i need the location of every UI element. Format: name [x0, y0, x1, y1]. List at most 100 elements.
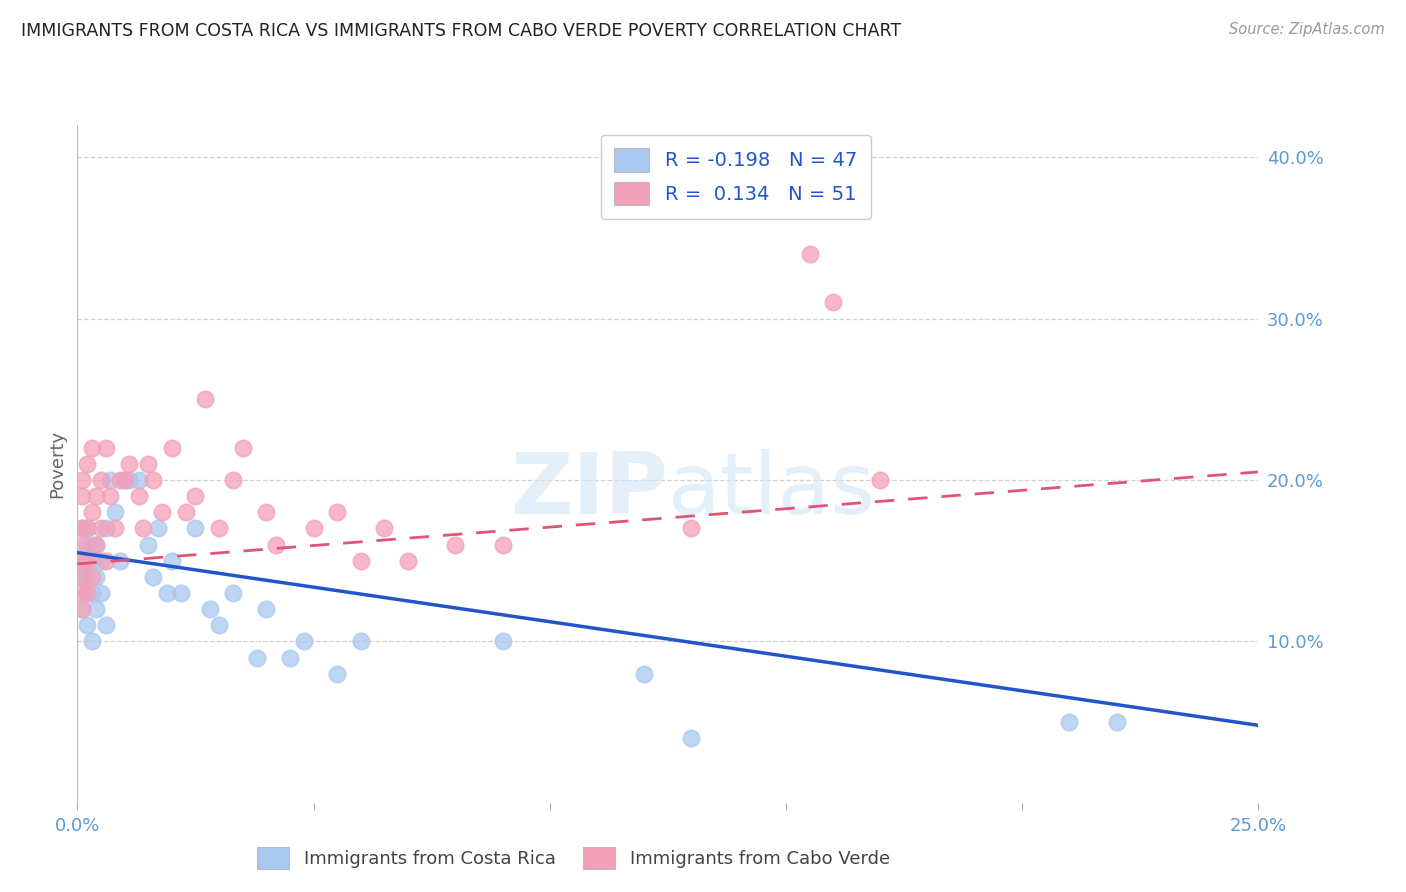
Point	[100, 489, 122, 503]
Point	[90, 521, 112, 535]
Point	[254, 505, 277, 519]
Point	[823, 295, 845, 310]
Point	[100, 473, 122, 487]
Point	[80, 554, 103, 568]
Point	[136, 457, 159, 471]
Legend: Immigrants from Costa Rica, Immigrants from Cabo Verde: Immigrants from Costa Rica, Immigrants f…	[245, 835, 903, 882]
Point	[84, 602, 107, 616]
Point	[278, 650, 301, 665]
Point	[128, 473, 150, 487]
Point	[70, 489, 93, 503]
Point	[90, 473, 112, 487]
Point	[76, 521, 98, 535]
Text: ZIP: ZIP	[510, 450, 668, 533]
Point	[156, 586, 179, 600]
Point	[681, 521, 703, 535]
Point	[146, 521, 169, 535]
Point	[1105, 715, 1128, 730]
Point	[373, 521, 395, 535]
Point	[128, 489, 150, 503]
Point	[76, 586, 98, 600]
Point	[84, 537, 107, 551]
Point	[444, 537, 467, 551]
Point	[396, 554, 419, 568]
Point	[76, 537, 98, 551]
Point	[90, 586, 112, 600]
Point	[170, 586, 193, 600]
Point	[118, 473, 141, 487]
Point	[350, 554, 373, 568]
Point	[70, 554, 93, 568]
Point	[90, 554, 112, 568]
Point	[264, 537, 287, 551]
Point	[208, 618, 231, 632]
Point	[76, 457, 98, 471]
Point	[198, 602, 221, 616]
Point	[94, 554, 117, 568]
Point	[76, 521, 98, 535]
Point	[76, 618, 98, 632]
Point	[70, 570, 93, 584]
Point	[491, 537, 513, 551]
Text: atlas: atlas	[668, 450, 876, 533]
Point	[80, 586, 103, 600]
Point	[160, 554, 183, 568]
Point	[84, 570, 107, 584]
Point	[681, 731, 703, 746]
Point	[350, 634, 373, 648]
Point	[491, 634, 513, 648]
Point	[208, 521, 231, 535]
Point	[76, 554, 98, 568]
Point	[104, 505, 127, 519]
Point	[292, 634, 315, 648]
Point	[94, 618, 117, 632]
Point	[114, 473, 136, 487]
Point	[132, 521, 155, 535]
Point	[1059, 715, 1081, 730]
Point	[80, 505, 103, 519]
Point	[76, 570, 98, 584]
Point	[633, 666, 655, 681]
Point	[118, 457, 141, 471]
Point	[114, 473, 136, 487]
Point	[84, 489, 107, 503]
Point	[70, 570, 93, 584]
Point	[222, 586, 245, 600]
Point	[799, 247, 821, 261]
Point	[80, 570, 103, 584]
Point	[222, 473, 245, 487]
Point	[70, 602, 93, 616]
Point	[70, 554, 93, 568]
Point	[174, 505, 197, 519]
Point	[84, 537, 107, 551]
Point	[94, 521, 117, 535]
Point	[869, 473, 891, 487]
Point	[108, 473, 131, 487]
Point	[70, 586, 93, 600]
Point	[70, 521, 93, 535]
Point	[70, 473, 93, 487]
Point	[184, 489, 207, 503]
Point	[94, 441, 117, 455]
Point	[80, 537, 103, 551]
Point	[136, 537, 159, 551]
Point	[194, 392, 217, 407]
Point	[326, 666, 349, 681]
Point	[70, 521, 93, 535]
Point	[70, 602, 93, 616]
Point	[326, 505, 349, 519]
Point	[80, 634, 103, 648]
Point	[70, 537, 93, 551]
Point	[246, 650, 269, 665]
Point	[160, 441, 183, 455]
Point	[232, 441, 254, 455]
Point	[108, 554, 131, 568]
Point	[254, 602, 277, 616]
Point	[104, 521, 127, 535]
Y-axis label: Poverty: Poverty	[48, 430, 66, 498]
Point	[142, 570, 165, 584]
Point	[142, 473, 165, 487]
Text: IMMIGRANTS FROM COSTA RICA VS IMMIGRANTS FROM CABO VERDE POVERTY CORRELATION CHA: IMMIGRANTS FROM COSTA RICA VS IMMIGRANTS…	[21, 22, 901, 40]
Point	[150, 505, 173, 519]
Point	[302, 521, 325, 535]
